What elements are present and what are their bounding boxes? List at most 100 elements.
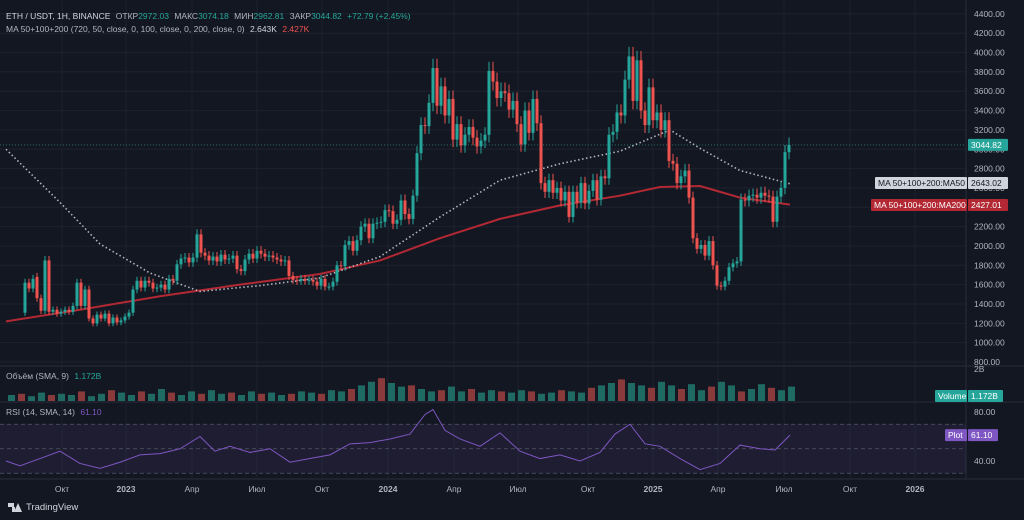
- candle-body: [567, 191, 571, 217]
- volume-bar: [278, 395, 285, 401]
- candle-body: [523, 110, 527, 145]
- candle-body: [731, 263, 735, 268]
- ma200-polyline: [5, 185, 791, 323]
- candle-body: [635, 60, 639, 101]
- candle-body: [659, 112, 663, 130]
- candle-body: [115, 317, 119, 323]
- candle-body: [655, 112, 659, 121]
- price-tick-label: 4000.00: [974, 48, 1005, 58]
- candle-body: [127, 312, 131, 317]
- symbol-title[interactable]: ETH / USDT, 1H, BINANCE: [6, 11, 111, 21]
- candle-body: [507, 93, 511, 110]
- candle-body: [343, 244, 347, 267]
- candle-body: [335, 265, 339, 282]
- candle-body: [299, 278, 303, 281]
- candle-body: [223, 254, 227, 260]
- volume-bar: [498, 391, 505, 401]
- ma50-label-tag-bg: [875, 177, 967, 189]
- candle-body: [583, 183, 587, 204]
- symbol-legend: ETH / USDT, 1H, BINANCE ОТКР2972.03 МАКС…: [6, 11, 414, 21]
- high-value: 3074.18: [198, 11, 229, 21]
- candle-body: [447, 98, 451, 116]
- grid-lines: [0, 0, 1024, 480]
- price-tick-label: 2000.00: [974, 241, 1005, 251]
- price-tick-label: 800.00: [974, 357, 1000, 367]
- candle-body: [771, 196, 775, 222]
- candle-body: [615, 112, 619, 132]
- candle-body: [43, 260, 47, 311]
- candle-body: [587, 190, 591, 204]
- candle-body: [107, 313, 111, 324]
- volume-bar: [718, 381, 725, 401]
- candle-body: [467, 127, 471, 135]
- volume-bar: [708, 386, 715, 401]
- candle-body: [611, 131, 615, 135]
- candle-body: [383, 210, 387, 222]
- candle-body: [91, 318, 95, 324]
- ma-legend[interactable]: MA 50+100+200 (720, 50, close, 0, 100, c…: [6, 24, 312, 34]
- volume-bar: [438, 390, 445, 401]
- candle-body: [747, 195, 751, 201]
- candle-body: [719, 285, 723, 287]
- volume-bar: [258, 393, 265, 401]
- volume-bar: [188, 391, 195, 401]
- volume-bar: [178, 395, 185, 401]
- time-tick-label: Апр: [447, 484, 462, 494]
- rsi-legend[interactable]: RSI (14, SMA, 14) 61.10: [6, 407, 105, 417]
- volume-bar: [768, 387, 775, 401]
- candle-body: [251, 253, 255, 259]
- ma50-label-tag: MA 50+100+200:MA50: [878, 178, 965, 188]
- tradingview-logo[interactable]: TradingView: [8, 502, 78, 513]
- volume-bar: [298, 391, 305, 401]
- candle-body: [263, 253, 267, 257]
- candle-body: [387, 210, 391, 212]
- volume-bar: [448, 386, 455, 401]
- candle-body: [51, 309, 55, 312]
- volume-bar: [518, 390, 525, 401]
- volume-bar: [368, 381, 375, 401]
- candle-body: [687, 170, 691, 198]
- time-axis[interactable]: Окт 2023 Апр Июл Окт 2024 Апр Июл Окт 2025 Апр Июл О…: [55, 484, 925, 494]
- candle-body: [35, 276, 39, 299]
- low-label: МИН: [234, 11, 254, 21]
- axis-labels: 3044.82 MA 50+100+200:MA50 2643.02 MA 50+10…: [871, 138, 1008, 442]
- rsi-name-tag-bg: [945, 429, 967, 442]
- volume-bar: [78, 391, 85, 401]
- ma200-legend-value: 2.427K: [282, 24, 310, 34]
- volume-bar: [748, 389, 755, 401]
- candle-body: [199, 234, 203, 253]
- candle-body: [55, 309, 59, 314]
- ma50-polyline: [5, 129, 791, 293]
- candle-body: [63, 309, 67, 312]
- candle-body: [703, 244, 707, 256]
- volume-legend[interactable]: Объём (SMA, 9) 1.172B: [6, 371, 104, 381]
- ma50-line: [5, 129, 791, 293]
- candle-body: [363, 223, 367, 227]
- open-label: ОТКР: [115, 11, 139, 21]
- candle-body: [415, 153, 419, 196]
- candle-body: [727, 267, 731, 281]
- time-tick-label: Окт: [315, 484, 329, 494]
- candle-body: [171, 278, 175, 281]
- volume-bar: [668, 385, 675, 401]
- candle-body: [563, 191, 567, 201]
- time-tick-label: 2025: [644, 484, 663, 494]
- price-tick-label: 1600.00: [974, 280, 1005, 290]
- time-tick-label: 2026: [906, 484, 925, 494]
- volume-bar: [338, 391, 345, 401]
- volume-bar: [318, 393, 325, 401]
- candle-body: [291, 275, 295, 280]
- ma200-label-tag: MA 50+100+200:MA200: [874, 200, 966, 210]
- candle-body: [443, 86, 447, 116]
- candle-body: [131, 289, 135, 313]
- volume-bar: [428, 391, 435, 401]
- candle-body: [623, 79, 627, 116]
- volume-bar: [398, 386, 405, 401]
- volume-name-tag-bg: [935, 390, 967, 402]
- volume-bar: [288, 393, 295, 401]
- candle-body: [275, 257, 279, 260]
- candle-body: [739, 199, 743, 262]
- candle-body: [227, 258, 231, 260]
- volume-bar: [88, 396, 95, 401]
